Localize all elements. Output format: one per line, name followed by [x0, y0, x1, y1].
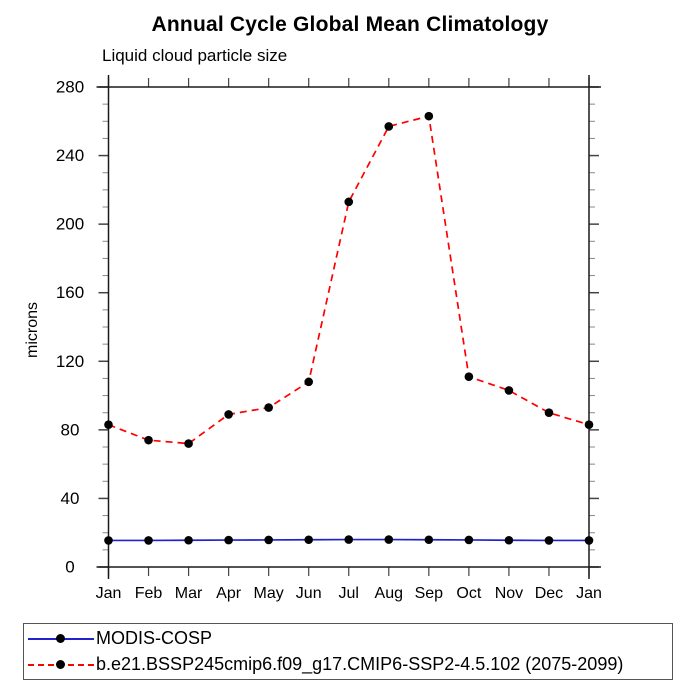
series-1-markers: [104, 111, 594, 448]
x-tick-label: Aug: [375, 585, 403, 602]
x-tick-label: Jan: [96, 585, 122, 602]
y-tick-label: 120: [56, 352, 84, 371]
data-point-marker: [264, 535, 273, 545]
legend-line-sample-solid: [28, 634, 94, 643]
legend-item-model-run: b.e21.BSSP245cmip6.f09_g17.CMIP6-SSP2-4.…: [28, 652, 672, 678]
data-point-marker: [424, 535, 434, 545]
annual-cycle-line-chart: 0 40 80 120 160 200 240 280 Jan Feb Mar Apr May Jun Ju…: [24, 75, 602, 602]
data-point-marker: [224, 410, 233, 419]
x-tick-label: Sep: [415, 585, 444, 602]
y-axis-tick-labels: 0 40 80 120 160 200 240 280: [56, 78, 84, 577]
legend-marker-dot: [56, 660, 65, 669]
data-point-marker: [184, 439, 193, 448]
data-point-marker: [184, 535, 193, 545]
data-point-marker: [424, 111, 434, 121]
x-tick-label: Jun: [296, 585, 322, 602]
data-point-marker: [104, 420, 113, 430]
legend-box: MODIS-COSP b.e21.BSSP245cmip6.f09_g17.CM…: [23, 623, 673, 680]
legend-label: b.e21.BSSP245cmip6.f09_g17.CMIP6-SSP2-4.…: [96, 654, 624, 674]
data-point-marker: [264, 403, 273, 412]
x-tick-label: Mar: [175, 585, 203, 602]
y-axis-label: microns: [24, 302, 41, 358]
series-line: [108, 115, 590, 445]
data-point-marker: [464, 535, 474, 545]
data-point-marker: [584, 536, 594, 545]
x-tick-label: Oct: [456, 585, 481, 602]
data-point-marker: [144, 435, 153, 445]
y-tick-label: 200: [56, 215, 84, 234]
x-axis-tick-labels: Jan Feb Mar Apr May Jun Jul Aug Sep Oct Nov Dec Jan: [96, 585, 602, 602]
data-point-marker: [384, 535, 394, 544]
data-point-marker: [384, 122, 394, 131]
y-tick-label: 0: [65, 558, 74, 577]
data-point-marker: [504, 386, 514, 395]
y-axis-minor-ticks: [102, 103, 595, 551]
data-point-marker: [344, 535, 354, 544]
chart-subtitle: Liquid cloud particle size: [102, 46, 288, 65]
y-tick-label: 240: [56, 146, 84, 165]
data-point-marker: [144, 536, 153, 545]
x-tick-label: Jul: [339, 585, 359, 602]
data-point-marker: [224, 535, 233, 545]
x-tick-label: Jan: [576, 585, 602, 602]
legend-label: MODIS-COSP: [96, 628, 213, 648]
x-tick-label: May: [254, 585, 284, 602]
data-point-marker: [504, 535, 514, 545]
chart-title: Annual Cycle Global Mean Climatology: [151, 13, 549, 36]
y-axis-label-text: microns: [24, 302, 41, 358]
data-point-marker: [584, 420, 594, 430]
x-tick-label: Dec: [535, 585, 563, 602]
series-1-line: [108, 115, 590, 445]
x-tick-label: Nov: [495, 585, 523, 602]
data-point-marker: [344, 197, 354, 207]
y-axis-major-ticks: [98, 86, 599, 568]
x-tick-label: Apr: [216, 585, 242, 602]
series-0-markers: [104, 535, 594, 545]
data-point-marker: [544, 536, 554, 545]
legend-item-modis-cosp: MODIS-COSP: [28, 626, 672, 652]
y-tick-label: 40: [61, 489, 80, 508]
y-tick-label: 160: [56, 283, 84, 302]
x-tick-label: Feb: [135, 585, 163, 602]
data-point-marker: [304, 377, 314, 387]
data-point-marker: [464, 372, 474, 382]
legend-line-sample-dashed: [28, 660, 94, 669]
plot-frame: [96, 75, 601, 579]
y-tick-label: 280: [56, 78, 84, 97]
data-point-marker: [304, 535, 314, 545]
data-point-marker: [544, 408, 554, 418]
x-axis-ticks: [107, 78, 590, 576]
legend-marker-dot: [56, 634, 65, 643]
y-tick-label: 80: [61, 420, 80, 439]
data-point-marker: [104, 536, 113, 545]
